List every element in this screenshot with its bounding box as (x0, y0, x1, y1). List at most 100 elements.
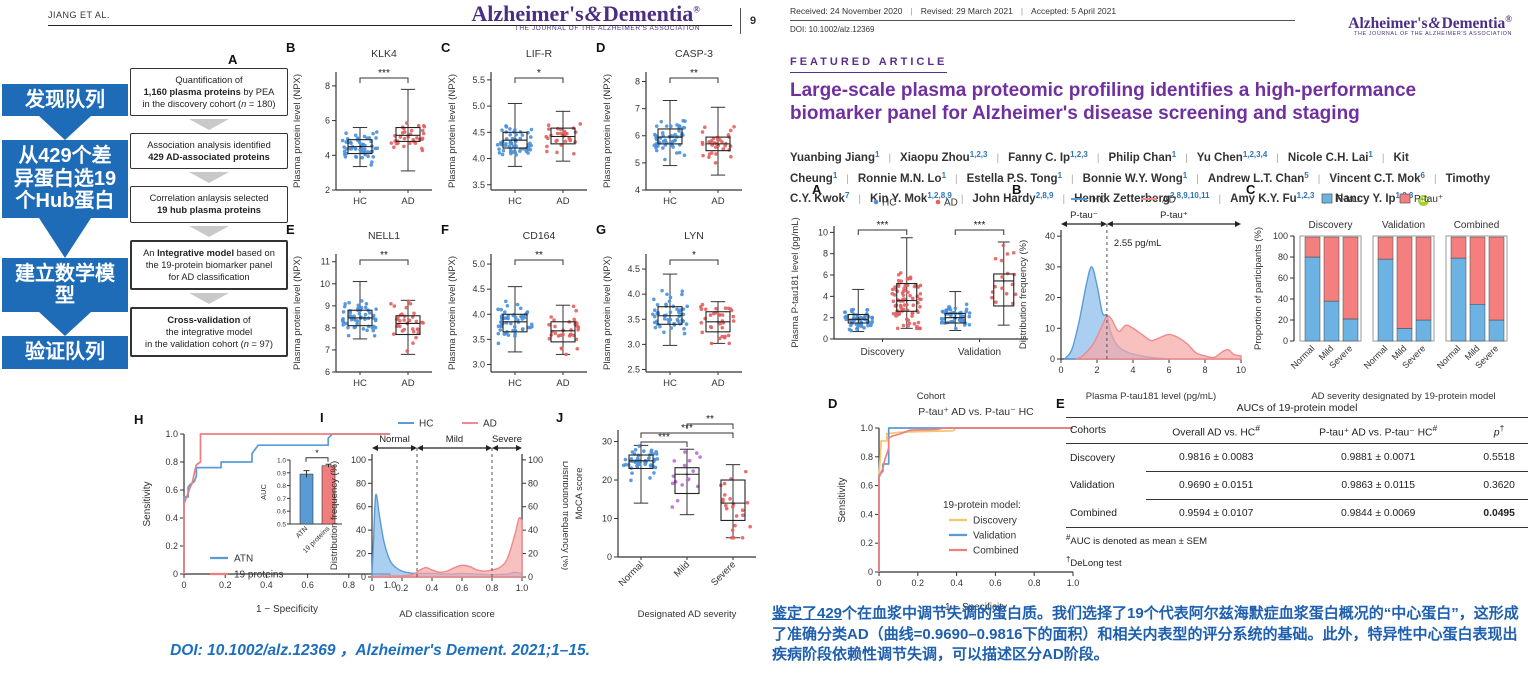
svg-text:0.8: 0.8 (1028, 578, 1041, 588)
svg-text:0: 0 (181, 580, 186, 590)
svg-text:HC: HC (419, 419, 433, 430)
svg-text:20: 20 (356, 549, 366, 559)
author: Vincent C.T. Mok6 (1329, 170, 1425, 185)
svg-text:19-protein model:: 19-protein model: (943, 500, 1021, 511)
panel-letter: C (1246, 182, 1256, 197)
svg-text:7: 7 (325, 345, 330, 355)
journal-logo: Alzheimer's&Dementia® THE JOURNAL OF THE… (400, 1, 700, 32)
separator: | (1218, 194, 1222, 206)
header-rule (48, 25, 732, 26)
svg-text:2.5: 2.5 (627, 364, 640, 374)
svg-text:20: 20 (1278, 315, 1288, 325)
svg-text:Distribution frequency (%): Distribution frequency (%) (560, 461, 568, 570)
svg-text:1.0: 1.0 (516, 583, 529, 593)
svg-text:0: 0 (868, 567, 873, 577)
svg-text:P-tau⁺ AD vs. P-tau⁻ HC: P-tau⁺ AD vs. P-tau⁻ HC (918, 406, 1034, 418)
flow-step-box: Correlation anlaysis selected 19 hub plas… (130, 186, 288, 223)
svg-text:60: 60 (528, 502, 538, 512)
svg-text:0.4: 0.4 (426, 583, 439, 593)
svg-text:3.5: 3.5 (472, 334, 485, 344)
table-cell: Validation (1070, 480, 1115, 492)
svg-text:6: 6 (1166, 365, 1171, 375)
orcid-icon[interactable]: iD (1418, 195, 1430, 207)
panel-letter: D (596, 40, 606, 55)
panel-F-chart: 3.0 3.5 4.0 4.5 5.0 Plasma protein level (NPX… (445, 226, 595, 411)
svg-text:Plasma protein level (NPX): Plasma protein level (NPX) (292, 74, 303, 188)
table-cell: 0.0495 (1470, 499, 1528, 529)
author: Henrik Zetterberg2,8,9,10,11 (1074, 191, 1210, 206)
svg-text:0: 0 (876, 578, 881, 588)
svg-text:+: + (512, 317, 517, 327)
table-cell: Discovery (1070, 452, 1116, 464)
svg-text:0.9: 0.9 (277, 470, 286, 477)
cn-summary-rest: 个在血浆中调节失调的蛋白质。我们选择了19个代表阿尔兹海默症血浆蛋白概况的“中心… (772, 605, 1519, 664)
svg-text:4: 4 (1130, 365, 1135, 375)
svg-text:Validation: Validation (958, 347, 1001, 358)
flow-step-box: Quantification of 1,160 plasma proteins b… (130, 68, 288, 117)
table-header: P-tau⁺ AD vs. P-tau⁻ HC# (1286, 416, 1471, 445)
author: Philip Chan1 (1108, 150, 1177, 164)
table-title: AUCs of 19-protein model (1236, 402, 1358, 414)
svg-text:Normal: Normal (1289, 343, 1317, 371)
panel-letter: H (134, 412, 144, 427)
table-cell: 0.9594 ± 0.0107 (1146, 499, 1287, 529)
table-row: Combined 0.9594 ± 0.0107 0.9844 ± 0.0069 0.… (1066, 499, 1528, 529)
svg-text:40: 40 (1278, 294, 1288, 304)
svg-text:AD: AD (401, 378, 414, 389)
panel-C-chart: 3.5 4.0 4.5 5.0 5.5 Plasma protein level (NPX… (445, 44, 595, 229)
svg-text:Normal: Normal (1435, 343, 1463, 371)
svg-text:CD164: CD164 (523, 230, 556, 242)
panel-letter: E (1056, 396, 1065, 411)
author: Ronnie M.N. Lo1 (857, 170, 947, 185)
separator: | (910, 6, 913, 16)
svg-text:+: + (715, 139, 720, 149)
panel-J-chart: 0 10 20 30 MoCA score + Normal + Mild + Severe *** *… (572, 414, 764, 626)
svg-text:HC: HC (508, 378, 522, 389)
svg-text:0: 0 (823, 334, 828, 344)
svg-text:Validation: Validation (973, 531, 1016, 542)
panel-letter: B (286, 40, 296, 55)
svg-text:0: 0 (1058, 365, 1063, 375)
svg-text:0.2: 0.2 (165, 541, 178, 551)
separator: | (1071, 173, 1074, 185)
panel-letter: J (556, 410, 564, 425)
svg-text:AD: AD (556, 196, 569, 207)
svg-text:0.2: 0.2 (219, 580, 232, 590)
separator: | (955, 173, 958, 185)
panel-letter: A (228, 52, 238, 67)
separator: | (1196, 173, 1199, 185)
svg-text:8: 8 (635, 76, 640, 86)
svg-text:AD: AD (401, 196, 414, 207)
chevron-down-icon (189, 292, 229, 304)
svg-text:Normal: Normal (379, 434, 410, 445)
svg-text:30: 30 (1045, 262, 1055, 272)
panel-letter: B (1012, 182, 1022, 197)
svg-text:Cohort: Cohort (917, 391, 946, 402)
svg-text:0.4: 0.4 (165, 513, 178, 523)
cn-flow-box: 建立数学模型 (2, 257, 128, 313)
svg-text:3.5: 3.5 (627, 314, 640, 324)
separator: | (846, 173, 849, 185)
author: Yuanbing Jiang1 (790, 150, 880, 164)
svg-text:0.6: 0.6 (301, 580, 314, 590)
table-header: Cohorts (1066, 416, 1147, 445)
svg-text:1 − Specificity: 1 − Specificity (256, 604, 318, 615)
svg-text:80: 80 (528, 478, 538, 488)
flow-step-box: An Integrative model based on the 19-prot… (130, 239, 288, 290)
svg-text:HC: HC (882, 198, 896, 209)
svg-text:3.5: 3.5 (472, 180, 485, 190)
svg-text:Normal: Normal (617, 559, 646, 588)
svg-text:Mild: Mild (672, 559, 692, 579)
svg-text:0.4: 0.4 (260, 580, 273, 590)
svg-text:4.5: 4.5 (472, 284, 485, 294)
svg-text:HC: HC (353, 378, 367, 389)
svg-text:KLK4: KLK4 (371, 48, 397, 60)
separator: | (1317, 173, 1321, 185)
author: Kit Cheung1 (790, 152, 1409, 185)
svg-text:0: 0 (369, 583, 374, 593)
panel-letter: F (441, 222, 449, 237)
svg-text:HC: HC (353, 196, 367, 207)
svg-text:10: 10 (320, 279, 330, 289)
svg-text:8: 8 (1202, 365, 1207, 375)
panel-letter: I (320, 410, 324, 425)
